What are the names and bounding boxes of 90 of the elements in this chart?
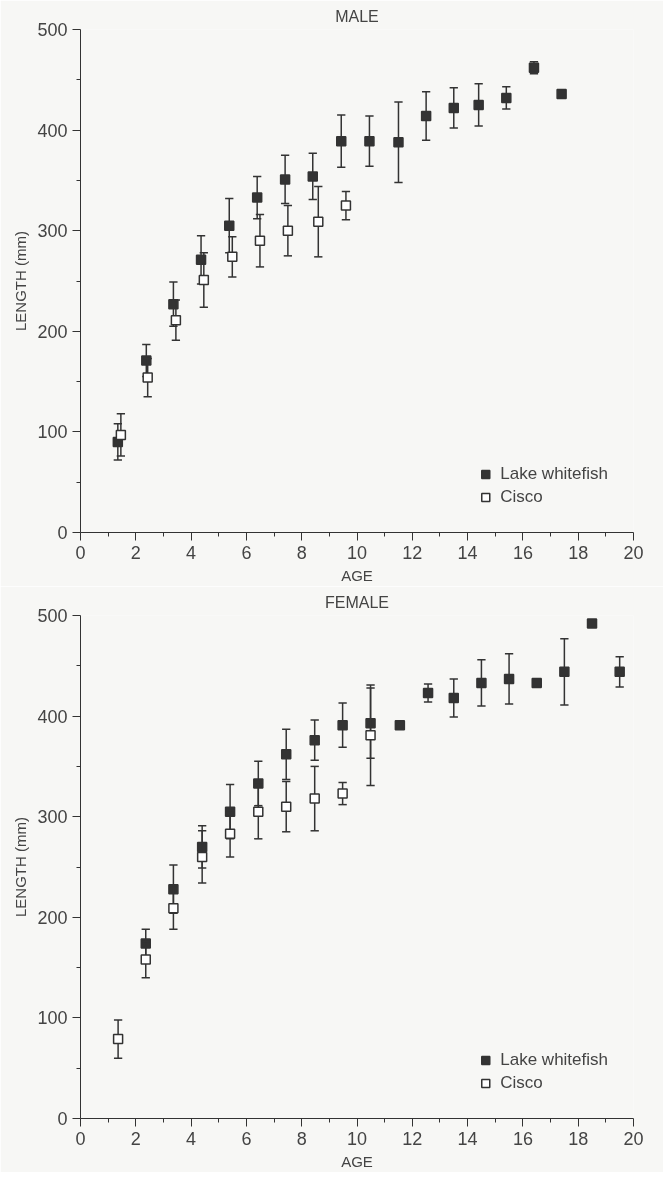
y-tick-label: 500 xyxy=(37,606,68,626)
point xyxy=(251,192,263,203)
x-tick-label: 2 xyxy=(130,1128,141,1149)
y-tick-label: 0 xyxy=(57,523,68,543)
point xyxy=(448,102,460,114)
point xyxy=(420,110,432,122)
point xyxy=(340,200,352,211)
x-tick-label: 0 xyxy=(75,542,86,563)
point xyxy=(140,954,151,965)
x-tick-label: 16 xyxy=(512,1128,533,1149)
y-tick-label: 400 xyxy=(37,706,68,727)
x-axis-title: AGE xyxy=(341,566,373,584)
y-tick-label: 0 xyxy=(57,1109,68,1129)
x-tick-label: 18 xyxy=(568,1128,589,1149)
legend-label: Cisco xyxy=(500,487,543,507)
x-tick-label: 4 xyxy=(186,542,197,563)
y-axis-title: LENGTH (mm) xyxy=(12,231,30,331)
point xyxy=(337,719,348,731)
x-tick-label: 2 xyxy=(130,542,141,563)
point xyxy=(337,788,348,799)
x-tick-label: 16 xyxy=(512,542,533,563)
x-tick-label: 4 xyxy=(186,1128,197,1149)
point xyxy=(142,372,153,383)
point xyxy=(313,216,324,227)
point xyxy=(422,687,434,699)
x-tick-label: 20 xyxy=(623,1128,644,1149)
point xyxy=(586,618,598,629)
point xyxy=(614,666,625,678)
point xyxy=(168,903,179,914)
point xyxy=(476,677,487,689)
point xyxy=(198,274,210,286)
point xyxy=(364,135,375,147)
point xyxy=(227,251,238,263)
chart-title: MALE xyxy=(335,7,379,25)
point xyxy=(559,666,570,678)
point xyxy=(393,136,404,148)
x-tick-label: 10 xyxy=(346,542,368,563)
legend-label: Cisco xyxy=(500,1073,543,1093)
point xyxy=(556,88,567,100)
y-axis-title: LENGTH (mm) xyxy=(12,817,30,917)
point xyxy=(503,673,515,685)
y-tick-label: 300 xyxy=(37,221,68,242)
legend-label: Lake whitefish xyxy=(500,1050,608,1070)
x-tick-label: 14 xyxy=(457,1128,478,1149)
point xyxy=(448,692,460,704)
x-axis-title: AGE xyxy=(341,1152,373,1170)
point xyxy=(112,1033,124,1045)
x-tick-label: 20 xyxy=(623,542,644,563)
point xyxy=(280,801,292,812)
point xyxy=(253,778,264,789)
point xyxy=(141,355,152,366)
point xyxy=(309,793,320,804)
point xyxy=(279,174,291,185)
y-tick-label: 100 xyxy=(37,422,68,443)
x-tick-label: 14 xyxy=(457,542,478,563)
x-tick-label: 10 xyxy=(346,1128,368,1149)
point xyxy=(170,314,182,326)
point xyxy=(335,135,347,147)
y-tick-label: 200 xyxy=(37,907,68,928)
x-tick-label: 12 xyxy=(402,542,423,563)
point xyxy=(115,429,127,441)
x-tick-label: 8 xyxy=(296,542,307,563)
y-tick-label: 400 xyxy=(37,120,68,141)
x-tick-label: 12 xyxy=(402,1128,423,1149)
point xyxy=(309,734,320,746)
point xyxy=(501,92,512,104)
point xyxy=(307,171,319,182)
point xyxy=(254,235,266,247)
x-tick-label: 6 xyxy=(241,1128,252,1149)
point xyxy=(473,99,484,111)
x-tick-label: 8 xyxy=(296,1128,307,1149)
x-tick-label: 18 xyxy=(568,542,589,563)
point xyxy=(253,806,264,817)
legend-label: Lake whitefish xyxy=(500,464,608,484)
point xyxy=(282,225,294,236)
chart-title: FEMALE xyxy=(324,593,390,611)
y-tick-label: 200 xyxy=(37,321,68,342)
point xyxy=(365,729,376,741)
y-tick-label: 300 xyxy=(37,807,68,828)
x-tick-label: 0 xyxy=(75,1128,86,1149)
y-tick-label: 500 xyxy=(37,20,68,40)
point xyxy=(365,717,376,729)
point xyxy=(394,719,406,731)
point xyxy=(196,851,208,863)
x-tick-label: 6 xyxy=(241,542,252,563)
point xyxy=(224,220,235,231)
point xyxy=(280,749,292,760)
y-tick-label: 100 xyxy=(37,1008,68,1029)
point xyxy=(531,677,542,689)
point xyxy=(224,828,236,840)
